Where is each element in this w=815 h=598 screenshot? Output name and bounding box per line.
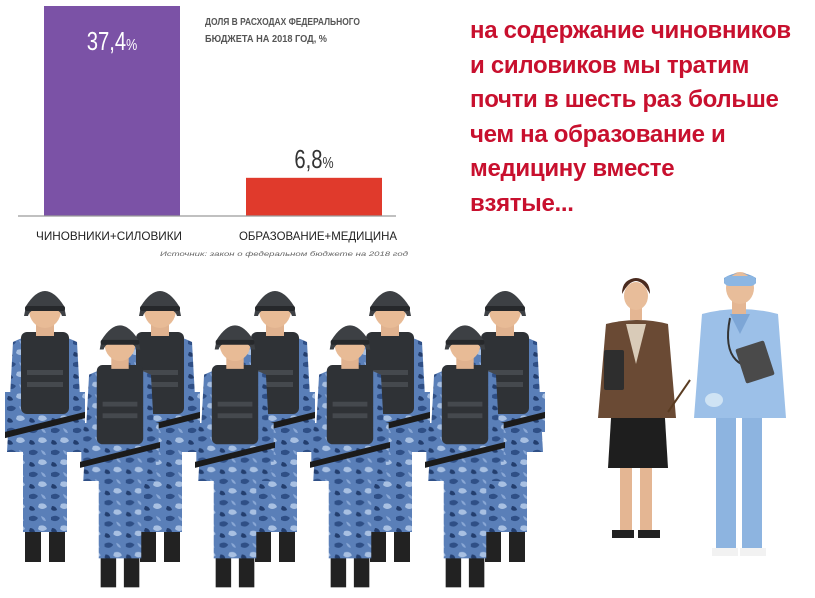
chart-title-line-2: БЮДЖЕТА НА 2018 ГОД, % <box>205 34 327 45</box>
bars-group: 37,4%6,8% <box>44 6 382 216</box>
category-labels: ЧИНОВНИКИ+СИЛОВИКИ ОБРАЗОВАНИЕ+МЕДИЦИНА <box>36 229 397 243</box>
headline-line-6: взятые... <box>470 189 574 217</box>
value-label-2: 6,8% <box>294 144 333 173</box>
bar-1 <box>44 6 180 216</box>
doctor <box>694 272 786 556</box>
headline: на содержание чиновников и силовиков мы … <box>470 14 810 221</box>
budget-bar-chart: 37,4%6,8% ДОЛЯ В РАСХОДАХ ФЕДЕРАЛЬНОГО Б… <box>18 6 409 258</box>
illustration <box>5 272 786 588</box>
category-label-1: ЧИНОВНИКИ+СИЛОВИКИ <box>36 229 182 243</box>
bar-2 <box>246 177 382 216</box>
chart-title-line-1: ДОЛЯ В РАСХОДАХ ФЕДЕРАЛЬНОГО <box>205 17 360 28</box>
headline-line-4: чем на образование и <box>470 120 726 148</box>
teacher <box>598 278 691 538</box>
headline-line-5: медицину вместе <box>470 155 675 182</box>
headline-line-1: на содержание чиновников <box>470 17 791 44</box>
category-label-2: ОБРАЗОВАНИЕ+МЕДИЦИНА <box>239 229 397 243</box>
headline-line-2: и силовиков мы тратим <box>470 51 750 79</box>
headline-line-3: почти в шесть раз больше <box>470 86 779 113</box>
chart-source: Источник: закон о федеральном бюджете на… <box>160 250 409 258</box>
